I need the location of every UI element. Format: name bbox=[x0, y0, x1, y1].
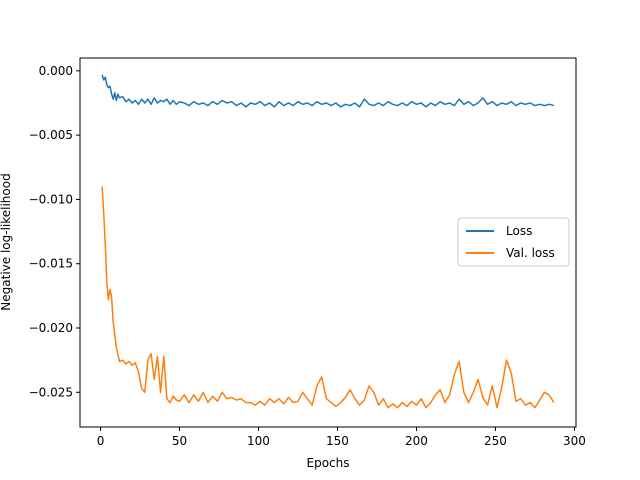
y-axis-label: Negative log-likelihood bbox=[0, 173, 13, 310]
y-tick-label: −0.010 bbox=[29, 192, 73, 206]
axes-frame bbox=[79, 57, 577, 428]
x-axis-ticks: 0 50 100 150 200 250 300 bbox=[97, 427, 586, 448]
legend-label-loss: Loss bbox=[506, 224, 532, 238]
series-line-loss bbox=[101, 74, 555, 108]
x-tick-label: 0 bbox=[97, 434, 105, 448]
x-tick-label: 300 bbox=[563, 434, 586, 448]
y-tick-label: −0.025 bbox=[29, 385, 73, 399]
x-tick-label: 100 bbox=[247, 434, 270, 448]
x-tick-label: 150 bbox=[326, 434, 349, 448]
y-axis-ticks: 0.000 −0.005 −0.010 −0.015 −0.020 −0.025 bbox=[29, 64, 80, 399]
series-line-val-loss bbox=[101, 186, 555, 409]
series-layer bbox=[101, 74, 555, 409]
plot-area bbox=[79, 57, 577, 428]
y-tick-label: −0.015 bbox=[29, 257, 73, 271]
x-axis-label: Epochs bbox=[307, 456, 350, 470]
x-tick-label: 250 bbox=[484, 434, 507, 448]
x-tick-label: 200 bbox=[405, 434, 428, 448]
y-tick-label: 0.000 bbox=[39, 64, 73, 78]
y-tick-label: −0.005 bbox=[29, 128, 73, 142]
x-tick-label: 50 bbox=[172, 434, 187, 448]
legend-label-val-loss: Val. loss bbox=[506, 246, 555, 260]
y-tick-label: −0.020 bbox=[29, 321, 73, 335]
legend: Loss Val. loss bbox=[457, 217, 570, 267]
